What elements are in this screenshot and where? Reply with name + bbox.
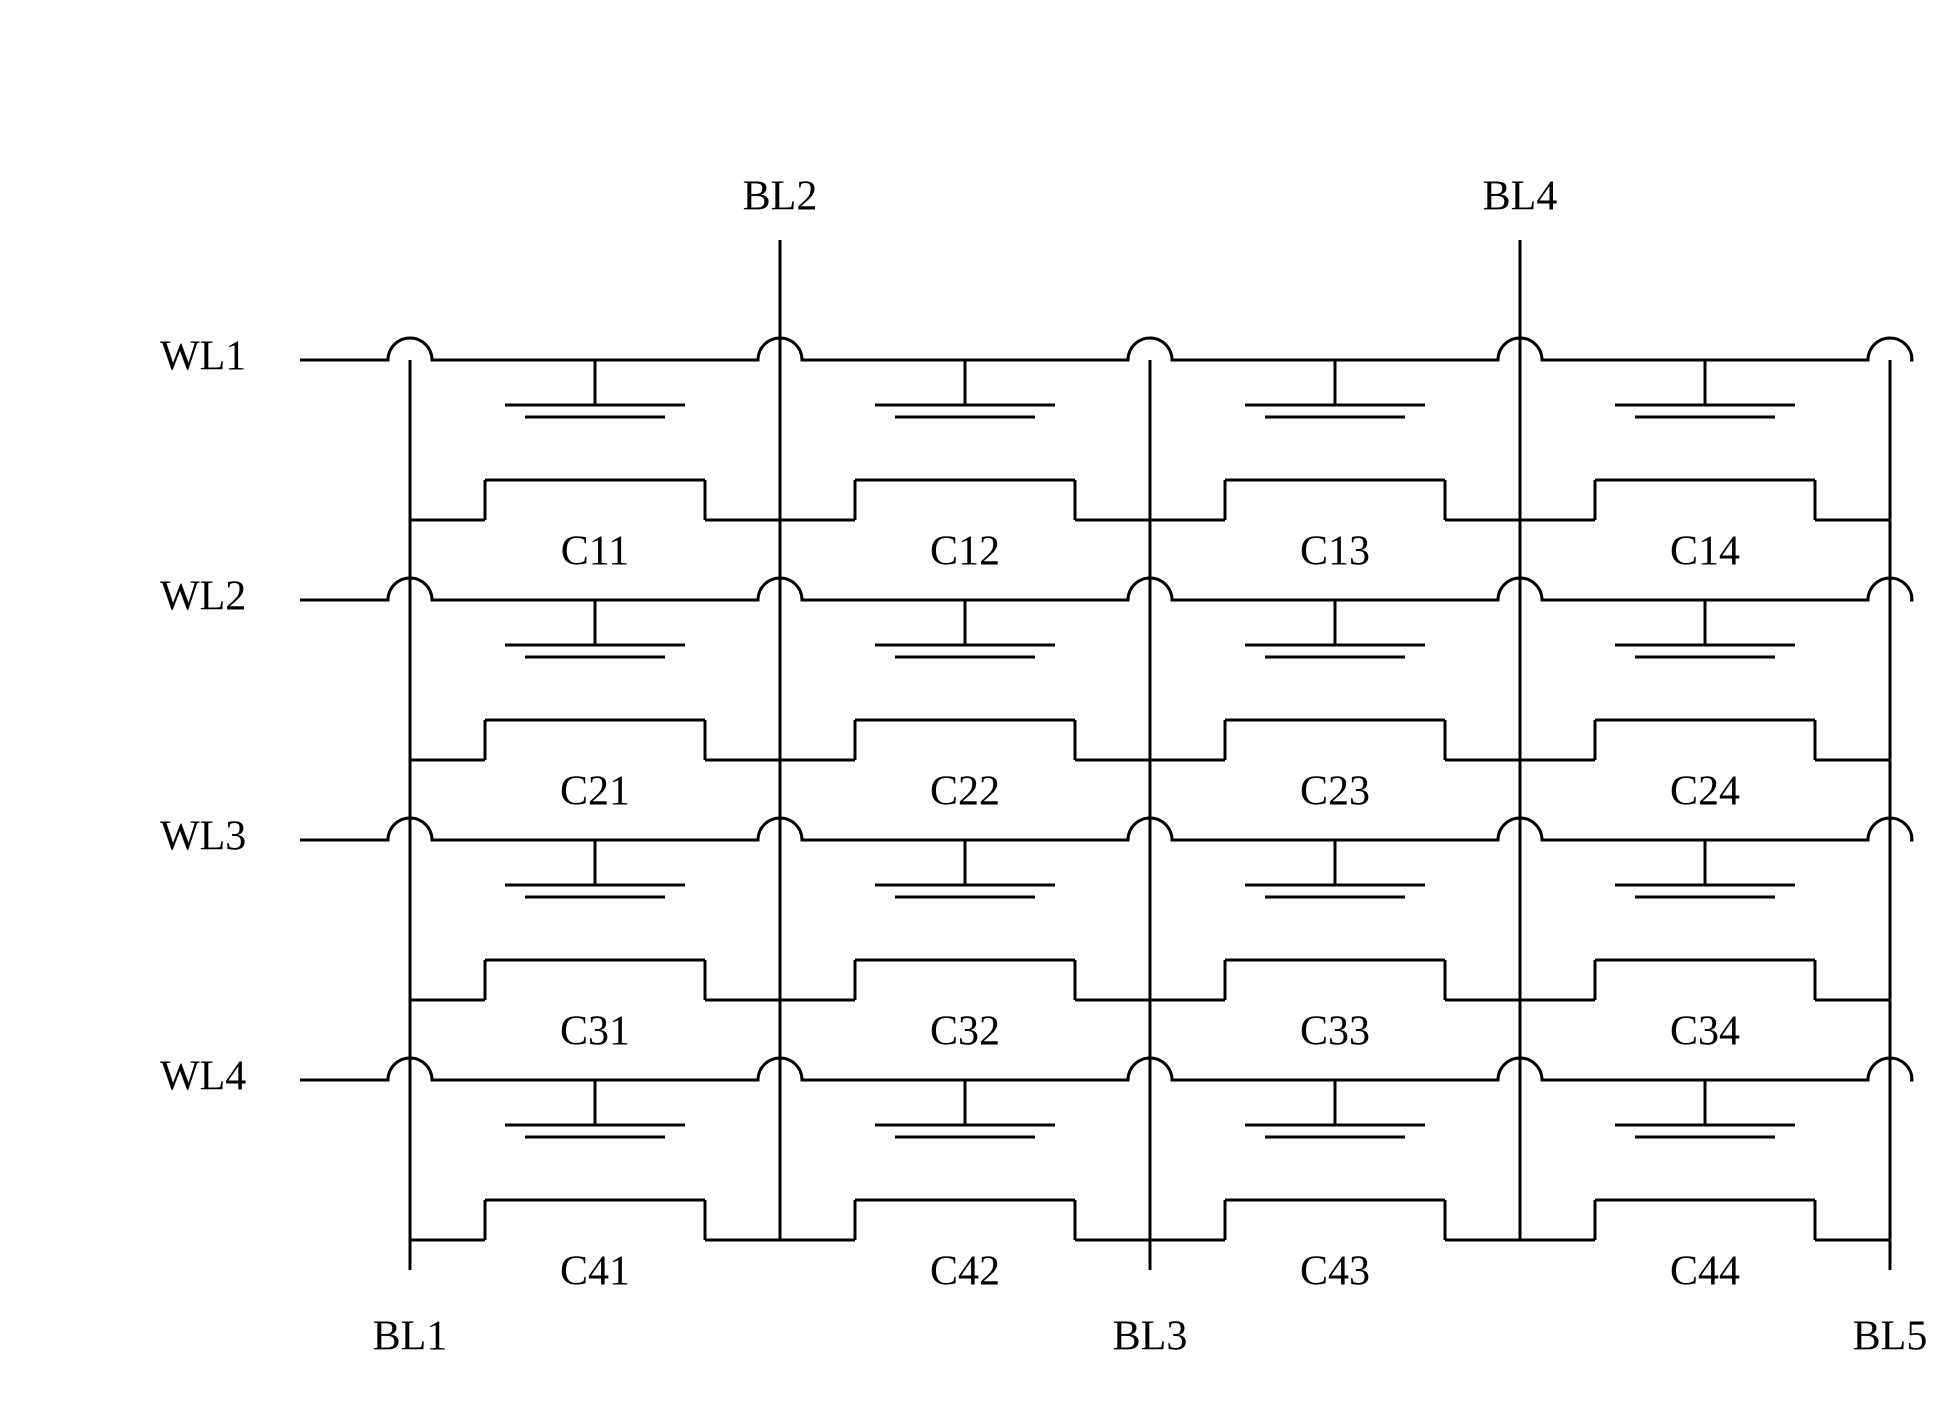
wordline-label: WL3 [160,814,246,860]
memory-cell: C44 [1520,1080,1890,1295]
memory-cell: C13 [1150,360,1520,575]
memory-cell: C21 [410,600,780,815]
wordline [300,578,1912,600]
wordline [300,1058,1912,1080]
cell-label: C14 [1670,529,1740,575]
cell-label: C34 [1670,1009,1740,1055]
bitline-label: BL4 [1483,174,1558,220]
cell-label: C31 [560,1009,630,1055]
wordline [300,818,1912,840]
bitline-label: BL2 [743,174,818,220]
memory-cell: C42 [780,1080,1150,1295]
cell-label: C43 [1300,1249,1370,1295]
cell-label: C11 [561,529,629,575]
cell-label: C21 [560,769,630,815]
memory-cell: C12 [780,360,1150,575]
cell-label: C42 [930,1249,1000,1295]
cell-label: C22 [930,769,1000,815]
memory-cell: C32 [780,840,1150,1055]
memory-cell: C43 [1150,1080,1520,1295]
cell-label: C12 [930,529,1000,575]
memory-cell: C11 [410,360,780,575]
memory-cell: C24 [1520,600,1890,815]
bitline-label: BL1 [373,1314,448,1360]
memory-cell: C31 [410,840,780,1055]
memory-cell: C14 [1520,360,1890,575]
memory-cell: C23 [1150,600,1520,815]
wordline [300,338,1912,360]
cell-label: C33 [1300,1009,1370,1055]
bitline-label: BL3 [1113,1314,1188,1360]
cell-label: C24 [1670,769,1740,815]
wordline-label: WL4 [160,1054,246,1100]
cell-label: C23 [1300,769,1370,815]
memory-cell: C41 [410,1080,780,1295]
bitline-label: BL5 [1853,1314,1928,1360]
cell-label: C13 [1300,529,1370,575]
wordline-label: WL1 [160,334,246,380]
memory-cell: C22 [780,600,1150,815]
cell-label: C44 [1670,1249,1740,1295]
memory-cell: C34 [1520,840,1890,1055]
cell-label: C32 [930,1009,1000,1055]
wordline-label: WL2 [160,574,246,620]
memory-cell: C33 [1150,840,1520,1055]
cell-label: C41 [560,1249,630,1295]
